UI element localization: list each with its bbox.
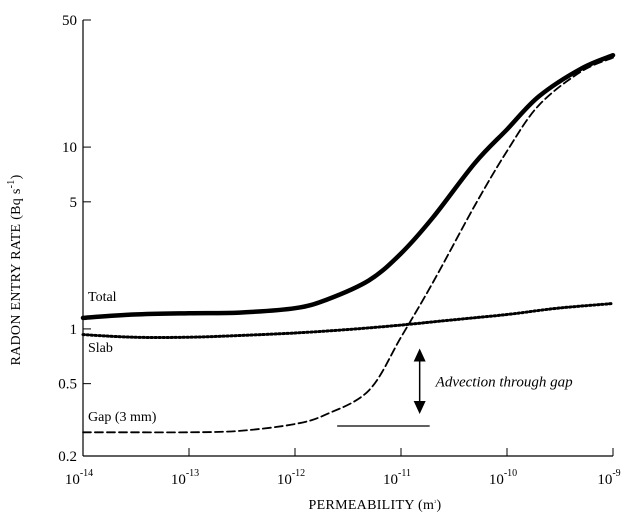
x-tick-label: 10-11 (383, 468, 411, 488)
x-tick-label: 10-14 (65, 468, 93, 488)
y-axis-title: RADON ENTRY RATE (Bq s-1) (6, 174, 24, 365)
annotation-arrow-head-down (413, 400, 426, 414)
x-tick-label: 10-9 (597, 468, 620, 488)
annotations: Advection through gap (337, 348, 573, 427)
y-tick-label: 0.2 (58, 449, 77, 465)
series-line-total (80, 52, 616, 321)
series-label-slab: Slab (88, 341, 113, 356)
ticks: 10-14 10-13 10-12 10-11 10-10 10-90.20.515105… (58, 13, 620, 488)
y-tick-label: 5 (70, 195, 78, 211)
x-tick-label: 10-12 (277, 468, 305, 488)
annotation-arrow-head-up (413, 348, 426, 362)
series-lines: Total Slab Gap (3 mm) (80, 52, 616, 434)
x-tick-label: 10-10 (489, 468, 517, 488)
x-tick-label: 10-13 (171, 468, 199, 488)
y-tick-label: 50 (62, 13, 77, 29)
series-line-gap-3-mm (82, 56, 614, 434)
x-axis-title: PERMEABILITY (m2) (309, 498, 442, 513)
y-tick-label: 1 (70, 322, 78, 338)
axes (82, 20, 613, 457)
series-line-slab (81, 302, 615, 339)
series-label-gap-3-mm: Gap (3 mm) (88, 410, 157, 425)
y-tick-label: 0.5 (58, 377, 77, 393)
annotation-label: Advection through gap (435, 374, 573, 390)
y-tick-label: 10 (62, 140, 77, 156)
series-label-total: Total (88, 290, 117, 305)
